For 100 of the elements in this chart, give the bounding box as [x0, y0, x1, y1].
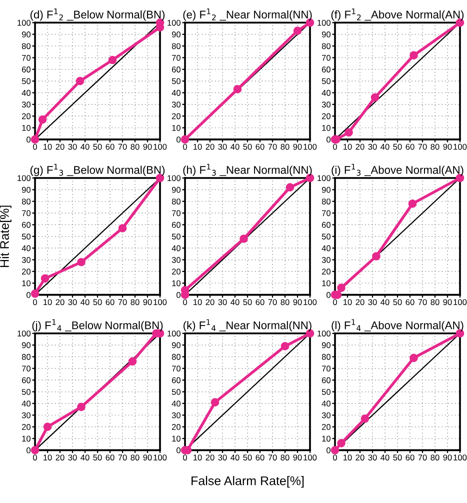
x-tick-label: 10: [344, 299, 352, 306]
y-tick-label: 60: [172, 66, 181, 72]
y-tick-label: 20: [172, 268, 181, 275]
x-tick-label: 60: [106, 454, 114, 460]
y-tick-label: 100: [318, 330, 331, 336]
y-tick-label: 50: [22, 388, 31, 395]
y-tick-label: 50: [322, 78, 331, 84]
x-tick-label: 20: [356, 454, 364, 460]
point: [240, 234, 248, 243]
x-tick-label: 40: [80, 144, 90, 150]
x-tick-label: 10: [194, 454, 202, 460]
y-tick-label: 0: [26, 136, 31, 143]
x-tick-label: 90: [293, 144, 302, 150]
y-tick-label: 50: [22, 234, 31, 240]
x-tick-label: 30: [68, 454, 77, 460]
x-tick-label: 30: [68, 144, 77, 150]
x-tick-label: 10: [194, 299, 202, 306]
y-tick-label: 40: [22, 245, 31, 252]
y-tick-label: 60: [22, 66, 31, 72]
y-tick-label: 60: [172, 377, 181, 384]
x-tick-label: 0: [33, 454, 38, 460]
x-tick-label: 50: [93, 454, 102, 460]
y-tick-label: 20: [322, 268, 331, 275]
y-tick-label: 90: [22, 32, 31, 38]
x-tick-label: 40: [380, 144, 390, 150]
x-tick-label: 30: [218, 299, 227, 306]
point: [30, 289, 40, 298]
y-tick-label: 10: [172, 280, 181, 286]
point: [330, 446, 340, 454]
y-tick-label: 40: [22, 90, 31, 96]
y-tick-label: 70: [22, 210, 31, 216]
x-tick-label: 60: [406, 144, 414, 150]
x-tick-label: 100: [154, 144, 167, 150]
y-tick-label: 50: [172, 78, 181, 84]
y-tick-label: 100: [318, 20, 331, 26]
y-tick-label: 20: [172, 424, 181, 430]
x-tick-label: 80: [130, 144, 140, 150]
x-tick-label: 80: [280, 144, 290, 150]
x-tick-label: 60: [106, 299, 114, 306]
x-tick-label: 100: [154, 454, 167, 460]
y-tick-label: 100: [318, 175, 331, 182]
y-tick-label: 40: [172, 400, 181, 407]
x-tick-label: 10: [344, 144, 352, 150]
y-tick-label: 80: [322, 43, 331, 50]
x-tick-label: 50: [243, 454, 252, 460]
y-tick-label: 30: [22, 102, 31, 108]
x-tick-label: 70: [118, 144, 127, 150]
point: [233, 85, 242, 94]
x-tick-label: 100: [154, 299, 167, 306]
x-tick-label: 0: [333, 454, 337, 460]
point: [43, 422, 52, 431]
y-tick-label: 20: [22, 113, 31, 120]
chart-title: (d) F$^{1}$$_{2}$ _Below Normal(BN): [30, 8, 165, 21]
x-tick-label: 20: [56, 144, 64, 150]
x-tick-label: 60: [256, 299, 264, 306]
x-tick-label: 0: [183, 299, 188, 306]
x-tick-label: 70: [418, 144, 427, 150]
x-tick-label: 70: [418, 299, 427, 306]
x-tick-label: 90: [293, 299, 302, 306]
y-tick-label: 60: [22, 222, 31, 228]
chart-title: (f) F$^{1}$$_{2}$ _Above Normal(AN): [331, 8, 464, 21]
y-tick-label: 20: [322, 424, 331, 430]
y-tick-label: 90: [172, 186, 181, 193]
y-tick-label: 30: [322, 256, 331, 263]
x-tick-label: 90: [293, 454, 302, 460]
point: [77, 402, 86, 412]
point: [408, 200, 417, 208]
y-tick-label: 0: [176, 447, 181, 454]
x-tick-label: 60: [256, 454, 264, 460]
y-tick-label: 80: [22, 43, 31, 50]
point: [337, 439, 346, 448]
point: [40, 274, 50, 283]
x-tick-label: 50: [93, 144, 102, 150]
y-tick-label: 70: [322, 366, 331, 372]
point: [108, 56, 117, 64]
y-tick-label: 70: [172, 210, 181, 216]
x-tick-label: 30: [368, 299, 377, 306]
point: [293, 26, 302, 35]
x-tick-label: 10: [194, 144, 202, 150]
x-tick-label: 0: [333, 299, 337, 306]
point: [280, 342, 290, 350]
x-tick-label: 20: [56, 299, 64, 306]
y-tick-label: 80: [22, 354, 31, 360]
x-tick-label: 70: [268, 144, 277, 150]
x-tick-label: 80: [430, 454, 440, 460]
x-tick-label: 70: [118, 454, 127, 460]
x-tick-label: 80: [130, 454, 140, 460]
point: [410, 51, 418, 60]
y-tick-label: 10: [22, 436, 31, 442]
x-tick-label: 50: [93, 299, 102, 306]
y-tick-label: 10: [322, 436, 331, 442]
y-tick-label: 10: [322, 124, 331, 131]
y-tick-label: 40: [322, 245, 331, 252]
y-tick-label: 80: [322, 198, 331, 204]
x-tick-label: 10: [44, 144, 52, 150]
x-tick-label: 50: [243, 144, 252, 150]
y-tick-label: 0: [26, 447, 31, 454]
x-tick-label: 40: [230, 299, 240, 306]
point: [210, 398, 220, 406]
x-tick-label: 0: [33, 299, 38, 306]
